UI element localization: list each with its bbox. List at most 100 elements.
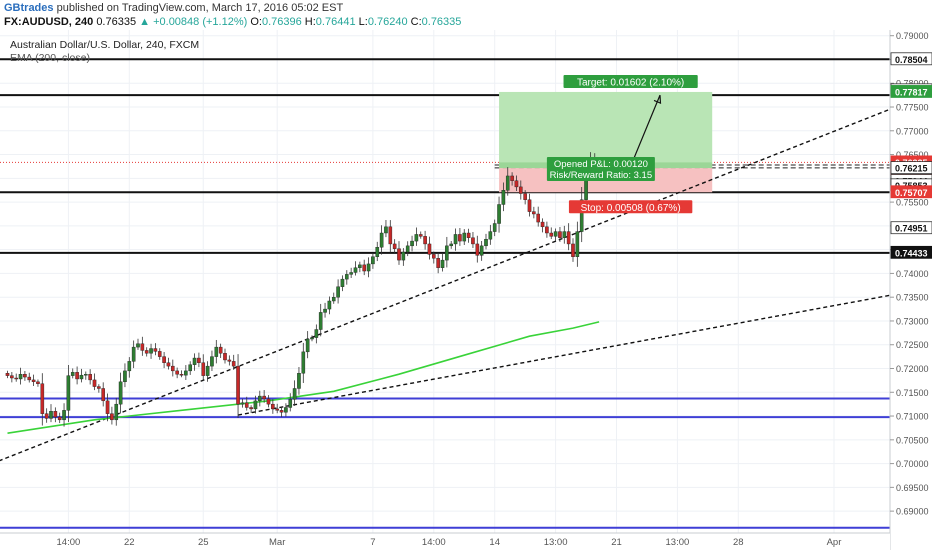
price-axis[interactable]: 0.69000 0.69500 0.70000 0.70500 0.71000 0.715…: [889, 30, 932, 550]
candle-body: [497, 204, 501, 224]
time-tick-label: 14: [489, 537, 500, 548]
candlesticks: [5, 152, 597, 427]
candle-body: [414, 234, 419, 242]
price-tick-label: 0.75500: [896, 198, 929, 208]
time-tick-label: 22: [124, 537, 135, 548]
horizontal-levels: [0, 58, 890, 529]
candle-body: [118, 381, 123, 405]
price-tick-label: 0.76500: [896, 150, 929, 160]
candle-body: [353, 267, 358, 273]
candle-body: [97, 386, 101, 389]
candle-body: [36, 381, 40, 384]
price-badge: 0.77817: [895, 87, 928, 97]
candle-body: [405, 245, 410, 253]
time-tick-label: 21: [611, 537, 622, 548]
candle-body: [210, 356, 214, 367]
candle-body: [549, 232, 554, 237]
trendline: [0, 104, 900, 462]
candle-body: [371, 256, 375, 265]
price-badge: 0.74951: [895, 224, 928, 234]
time-tick-label: 28: [733, 537, 744, 548]
price-axis-bg: [890, 30, 932, 533]
time-tick-label: 14:00: [57, 537, 81, 548]
candle-body: [44, 413, 49, 419]
candle-body: [157, 351, 162, 357]
time-axis[interactable]: 14:00 22 25 Mar 7 14:00 14 13:00 21 13:00 28 Apr: [0, 532, 890, 550]
candle-body: [423, 236, 427, 245]
candle-body: [501, 190, 506, 205]
author-name[interactable]: GBtrades: [4, 2, 54, 14]
candle-body: [331, 296, 336, 302]
candle-body: [279, 410, 284, 413]
symbol-label: FX:AUDUSD, 240: [4, 16, 94, 28]
stop-label-bg: [568, 200, 693, 214]
candle-body: [466, 232, 471, 238]
candle-body: [262, 395, 266, 400]
candle-body: [471, 237, 475, 245]
publish-line: GBtrades published on TradingView.com, M…: [4, 2, 343, 14]
close-label: C:: [410, 16, 422, 28]
candle-body: [249, 407, 253, 410]
candle-body: [362, 264, 367, 272]
position-labels: Target: 0.01602 (2.10%) Stop: 0.00508 (0.…: [546, 74, 698, 214]
candle-body: [536, 213, 540, 223]
candle-body: [288, 399, 293, 408]
candle-body: [284, 407, 288, 413]
candle-body: [140, 343, 145, 351]
last-price: 0.76335: [96, 16, 137, 28]
opened-pnl-label: Opened P&L: 0.00120: [554, 159, 648, 170]
candle-body: [153, 348, 158, 352]
candle-body: [101, 388, 105, 402]
candle-body: [532, 211, 536, 215]
price-tick-label: 0.70000: [896, 459, 929, 469]
low-value: 0.76240: [367, 16, 408, 28]
open-label: O:: [250, 16, 262, 28]
candle-body: [384, 226, 388, 234]
candle-body: [379, 232, 384, 248]
candle-body: [66, 375, 71, 411]
price-tick-label: 0.79000: [896, 31, 929, 41]
price-tick-label: 0.74000: [896, 269, 929, 279]
low-label: L:: [358, 16, 368, 28]
trendline: [237, 292, 900, 416]
price-tick-label: 0.73000: [896, 316, 929, 326]
candle-body: [53, 411, 58, 418]
price-badge-bg: [890, 161, 932, 175]
candle-body: [292, 388, 297, 400]
price-tick-label: 0.72000: [896, 364, 929, 374]
price-tick-label: 0.73500: [896, 293, 929, 303]
price-tick-label: 0.71500: [896, 388, 929, 398]
symbol-line: FX:AUDUSD, 240 0.76335 ▲ +0.00848 (+1.12…: [4, 16, 461, 28]
candle-body: [218, 346, 223, 354]
candle-body: [123, 370, 127, 383]
time-tick-label: Apr: [827, 537, 842, 548]
candle-body: [175, 370, 179, 375]
candle-body: [523, 193, 527, 200]
header: GBtrades published on TradingView.com, M…: [0, 0, 932, 30]
candle-body: [236, 365, 240, 405]
candle-body: [323, 308, 327, 313]
candle-body: [162, 356, 166, 363]
candle-body: [375, 247, 380, 257]
candle-body: [514, 180, 519, 188]
candle-body: [79, 374, 84, 380]
candle-body: [527, 199, 532, 212]
candle-body: [105, 400, 110, 414]
trendlines: [0, 104, 900, 462]
price-badge: 0.76215: [895, 164, 928, 174]
time-tick-label: 13:00: [544, 537, 568, 548]
long-position-tool[interactable]: [499, 91, 713, 193]
candle-body: [553, 231, 558, 237]
candle-body: [358, 264, 362, 268]
candle-body: [83, 374, 88, 376]
price-badge-bg: [890, 85, 932, 98]
candle-body: [397, 248, 401, 261]
candle-body: [49, 411, 53, 419]
candle-body: [244, 402, 249, 408]
candle-body: [227, 359, 232, 362]
target-arrow-line: [633, 94, 661, 159]
candle-body: [314, 329, 319, 338]
ema-200-line: [7, 321, 600, 434]
candle-body: [170, 365, 175, 372]
